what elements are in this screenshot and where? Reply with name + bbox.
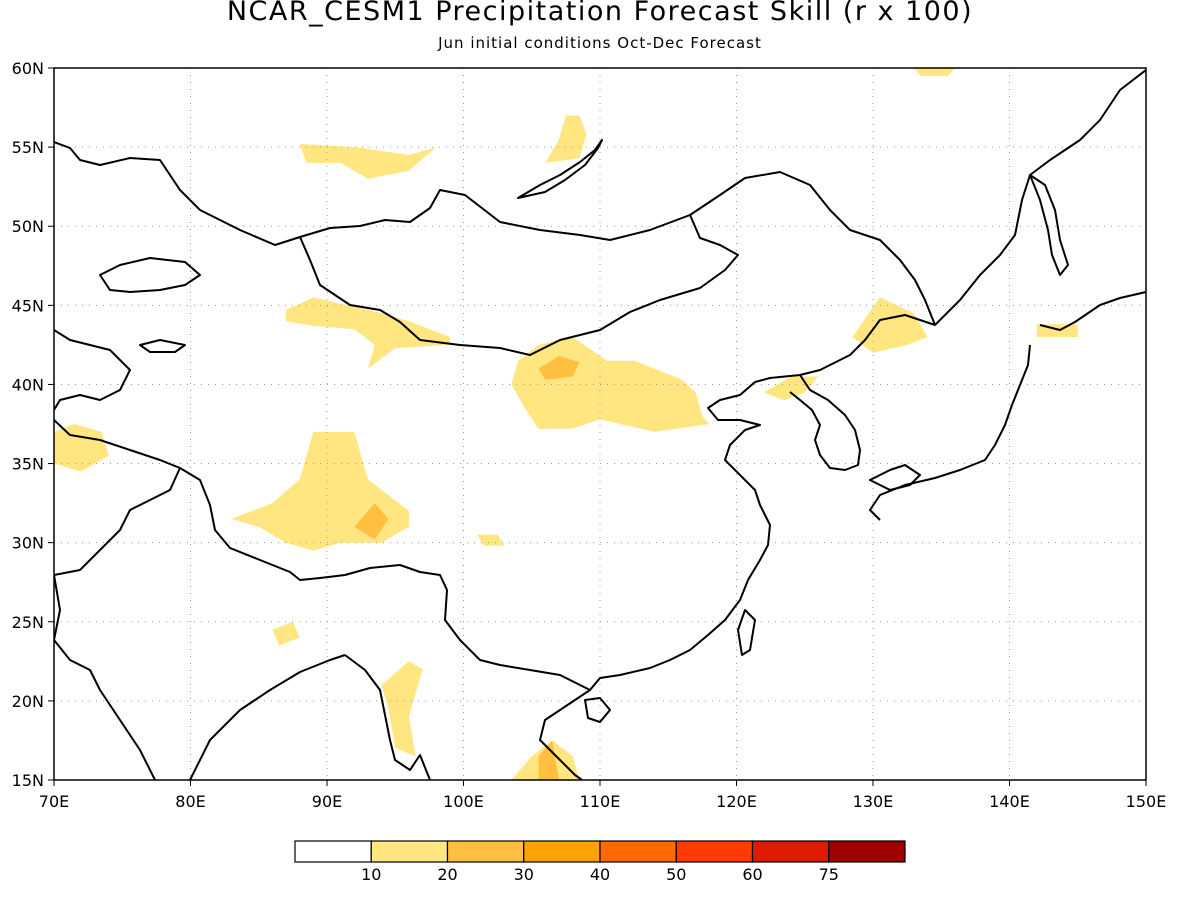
colorbar-swatch [599, 840, 677, 863]
skill-region [54, 424, 109, 472]
coastlines [54, 69, 1146, 780]
skill-region [538, 740, 559, 780]
map-title: NCAR_CESM1 Precipitation Forecast Skill … [226, 0, 974, 27]
skill-region [545, 115, 587, 163]
colorbar-label: 20 [437, 865, 457, 884]
colorbar-swatch [675, 840, 754, 863]
longitude-axis: 70E 80E 90E 100E 110E 120E 130E 140E 150E [39, 780, 1167, 811]
lat-tick-label: 45N [12, 296, 44, 315]
colorbar-label: 50 [666, 865, 686, 884]
colorbar-label: 40 [590, 865, 610, 884]
lon-tick-label: 150E [1126, 792, 1167, 811]
colorbar-swatch [446, 840, 525, 863]
latitude-axis: 60N 55N 50N 45N 40N 35N 30N 25N 20N 15N [12, 59, 54, 790]
lon-tick-label: 90E [312, 792, 342, 811]
colorbar-label: 30 [514, 865, 534, 884]
colorbar-swatch [751, 840, 830, 863]
colorbar-swatch [294, 840, 372, 863]
colorbar-label: 10 [361, 865, 381, 884]
skill-region [286, 297, 450, 369]
lat-tick-label: 40N [12, 375, 44, 394]
lon-tick-label: 70E [39, 792, 69, 811]
skill-region [538, 356, 580, 380]
lon-tick-label: 80E [175, 792, 205, 811]
skill-region [477, 534, 505, 546]
skill-region [913, 68, 955, 76]
plot-area [54, 68, 1146, 780]
lat-tick-label: 55N [12, 138, 44, 157]
lat-tick-label: 15N [12, 771, 44, 790]
colorbar-swatch [523, 840, 601, 863]
skill-region [272, 621, 300, 646]
colorbar-label: 75 [819, 865, 839, 884]
skill-region [852, 297, 928, 353]
skill-region [354, 503, 389, 540]
lon-tick-label: 130E [853, 792, 894, 811]
colorbar-swatch [370, 840, 449, 863]
lat-tick-label: 30N [12, 534, 44, 553]
lat-tick-label: 20N [12, 692, 44, 711]
skill-region [381, 661, 423, 757]
lat-tick-label: 35N [12, 455, 44, 474]
lat-tick-label: 60N [12, 59, 44, 78]
skill-contours [54, 68, 1078, 780]
gridlines [54, 68, 1146, 780]
lon-tick-label: 120E [716, 792, 757, 811]
colorbar-swatch [828, 840, 906, 863]
lat-tick-label: 25N [12, 613, 44, 632]
lon-tick-label: 140E [989, 792, 1030, 811]
skill-region [299, 143, 437, 179]
lon-tick-label: 110E [580, 792, 621, 811]
colorbar-label: 60 [742, 865, 762, 884]
map-subtitle: Jun initial conditions Oct-Dec Forecast [438, 34, 762, 52]
lon-tick-label: 100E [443, 792, 484, 811]
colorbar: 10 20 30 40 50 60 75 [294, 840, 906, 884]
lat-tick-label: 50N [12, 217, 44, 236]
